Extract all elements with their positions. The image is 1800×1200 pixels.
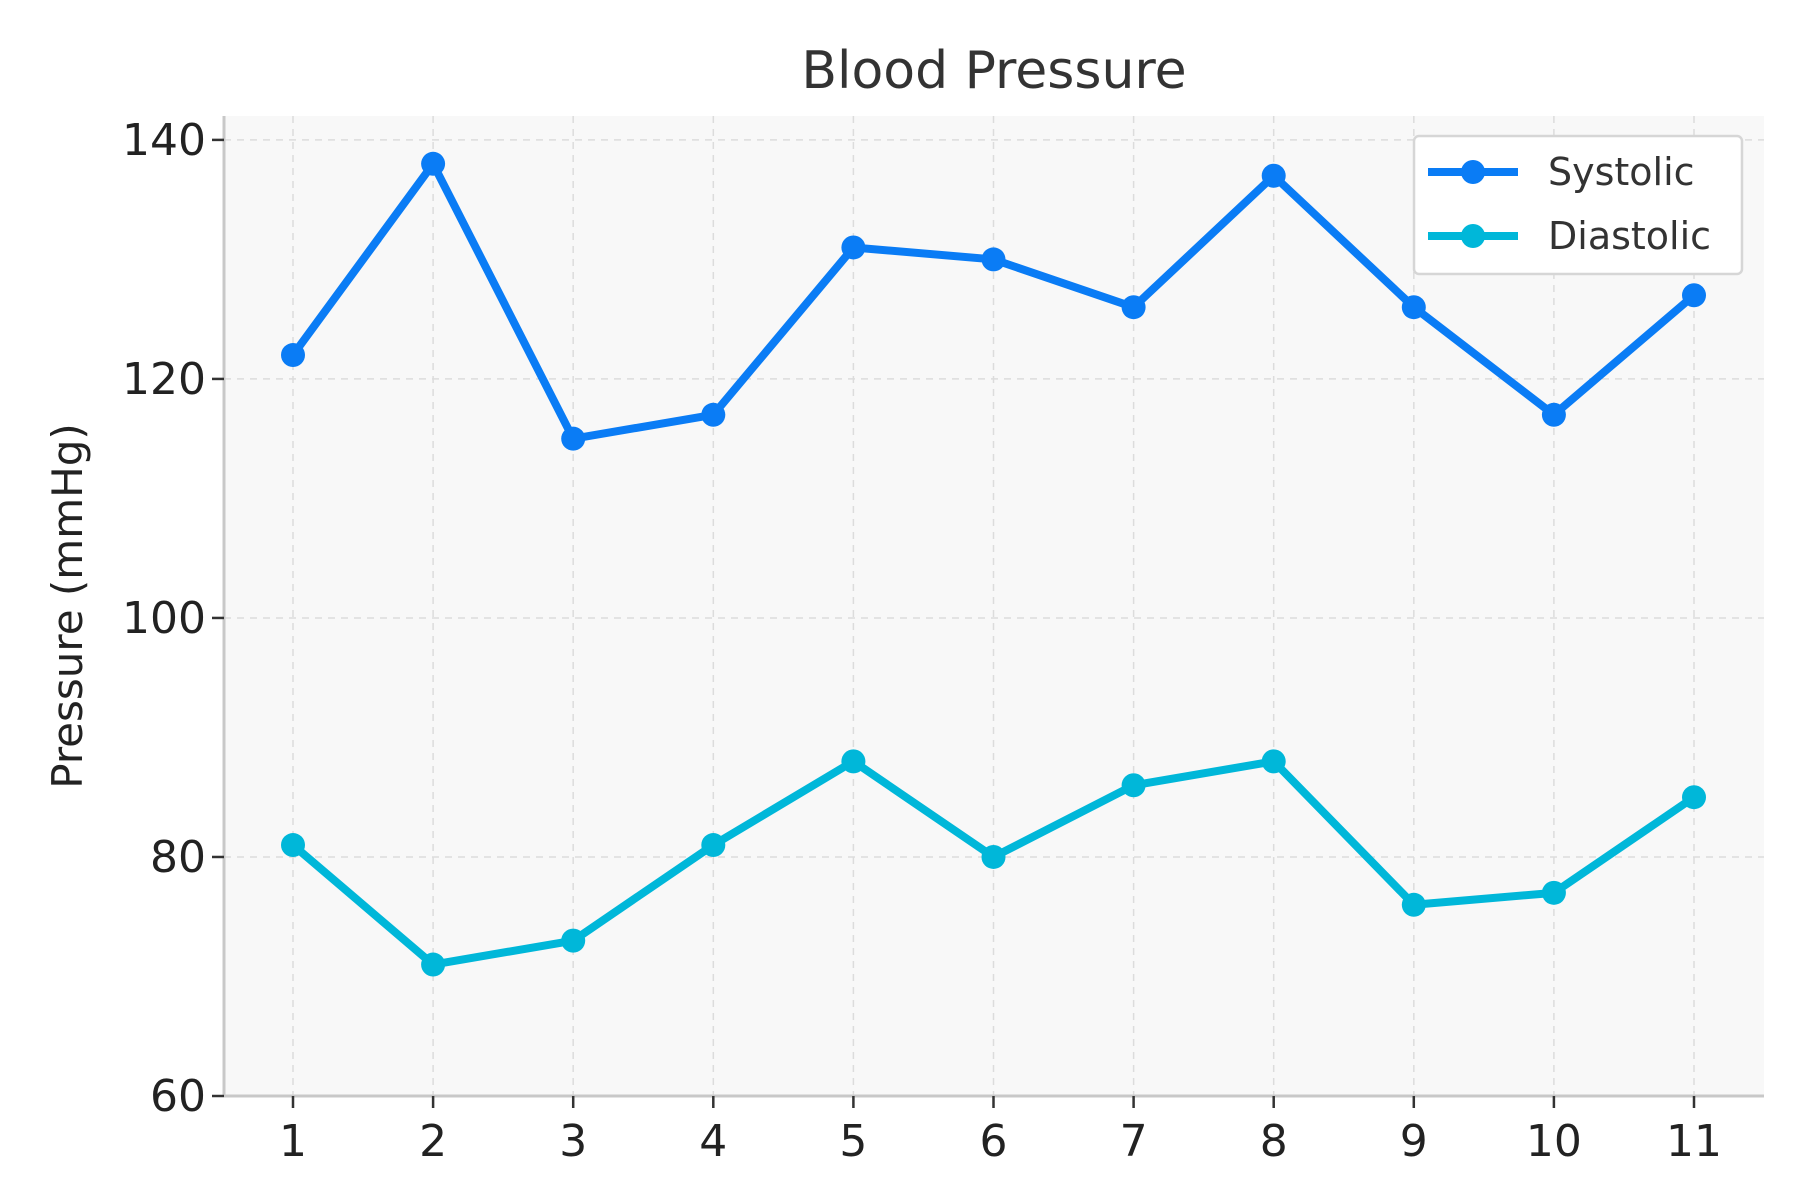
- data-point-systolic: [1261, 163, 1286, 188]
- data-point-systolic: [1682, 283, 1706, 308]
- legend-label-diastolic: Diastolic: [1548, 214, 1711, 258]
- x-tick-label: 5: [839, 1116, 867, 1167]
- y-axis-label: Pressure (mmHg): [43, 423, 92, 789]
- data-point-diastolic: [841, 749, 866, 774]
- legend-marker-diastolic: [1461, 224, 1485, 248]
- x-tick-label: 8: [1260, 1116, 1288, 1167]
- x-tick-label: 2: [419, 1116, 447, 1167]
- y-tick-label: 140: [122, 115, 206, 166]
- y-tick-label: 80: [150, 832, 206, 883]
- data-point-diastolic: [1541, 880, 1566, 905]
- data-point-systolic: [1121, 295, 1146, 320]
- data-point-systolic: [281, 343, 305, 368]
- legend-label-systolic: Systolic: [1548, 150, 1695, 194]
- data-point-diastolic: [1401, 892, 1426, 917]
- legend: Systolic Diastolic: [1412, 134, 1744, 276]
- legend-marker-systolic: [1461, 160, 1485, 184]
- x-tick-label: 1: [279, 1116, 307, 1167]
- data-point-diastolic: [1261, 749, 1286, 774]
- plot-background: [224, 116, 1764, 1096]
- data-point-systolic: [1541, 402, 1566, 427]
- x-axis-ticks: 1 2 3 4 5 6 7 8 9 10 11: [279, 1096, 1722, 1167]
- x-tick-label: 7: [1120, 1116, 1148, 1167]
- data-point-systolic: [841, 235, 866, 260]
- x-tick-label: 3: [559, 1116, 587, 1167]
- series-diastolic: [281, 749, 1706, 977]
- data-point-systolic: [1401, 295, 1426, 320]
- y-axis-ticks: 60 80 100 120 140: [122, 115, 224, 1122]
- data-point-systolic: [701, 402, 726, 427]
- data-point-diastolic: [1121, 773, 1146, 798]
- data-point-diastolic: [981, 844, 1006, 869]
- y-tick-label: 100: [122, 593, 206, 644]
- x-tick-label: 6: [980, 1116, 1008, 1167]
- data-point-diastolic: [421, 952, 446, 977]
- y-tick-label: 60: [150, 1071, 206, 1122]
- series-systolic: [281, 151, 1706, 451]
- data-point-diastolic: [1682, 785, 1706, 810]
- x-tick-label: 10: [1526, 1116, 1582, 1167]
- y-tick-label: 120: [122, 354, 206, 405]
- x-tick-label: 9: [1400, 1116, 1428, 1167]
- data-point-diastolic: [701, 833, 726, 858]
- data-point-systolic: [981, 247, 1006, 272]
- chart-title: Blood Pressure: [801, 41, 1186, 101]
- data-point-diastolic: [281, 833, 305, 858]
- data-point-systolic: [561, 426, 586, 451]
- x-tick-label: 11: [1666, 1116, 1722, 1167]
- series-group: [281, 151, 1706, 977]
- data-point-diastolic: [561, 928, 586, 953]
- x-tick-label: 4: [699, 1116, 727, 1167]
- data-point-systolic: [421, 151, 446, 176]
